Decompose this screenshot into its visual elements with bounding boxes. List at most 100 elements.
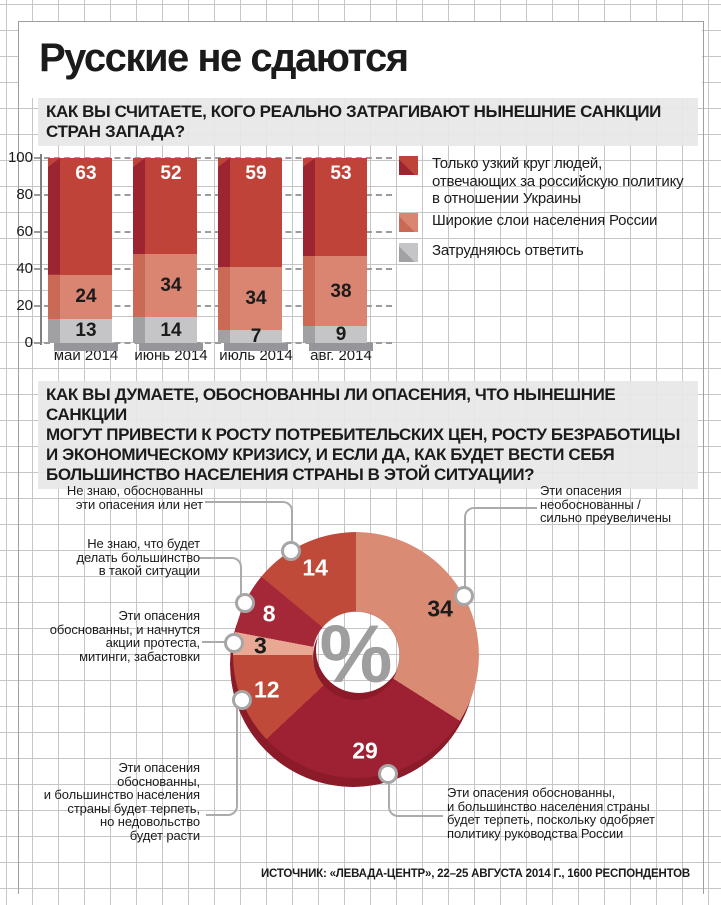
- donut-center-percent-glyph: %: [319, 609, 393, 700]
- y-axis-tick-label: 40: [16, 260, 33, 277]
- callout-tolerate-approve: Эти опасения обоснованны, и большинство н…: [447, 786, 692, 840]
- text-line: СТРАН ЗАПАДА?: [46, 122, 185, 141]
- text-line: политику руководства России: [447, 825, 624, 841]
- bar-bottom-shadow: [224, 343, 288, 351]
- callout-line-tolerate-discontent: [206, 708, 238, 816]
- bar-value-label: 52: [160, 163, 182, 184]
- source-note: ИСТОЧНИК: «ЛЕВАДА-ЦЕНТР», 22–25 АВГУСТА …: [260, 868, 690, 880]
- legend-item: Широкие слои населения России: [399, 212, 689, 232]
- bar-chart-gridline: [34, 305, 392, 307]
- x-axis-category-label: июль 2014: [219, 347, 293, 364]
- bar-segment: 34: [133, 254, 197, 318]
- bar-chart-gridline: [34, 231, 392, 233]
- text-line: КАК ВЫ СЧИТАЕТЕ, КОГО РЕАЛЬНО ЗАТРАГИВАЮ…: [46, 102, 661, 121]
- y-axis-tick-label: 20: [16, 297, 33, 314]
- text-line: в такой ситуации: [98, 563, 200, 578]
- bar-segment-3d-edge: [133, 254, 145, 318]
- text-line: Эти опасения обоснованны,: [447, 785, 616, 800]
- text-line: и большинство населения страны: [447, 798, 650, 814]
- bar-segment: 13: [48, 318, 112, 343]
- bar-segment-3d-edge: [303, 256, 315, 327]
- callout-marker-dot: [234, 592, 255, 613]
- y-axis-tick-label: 0: [24, 334, 33, 351]
- text-line: Эти опасения: [540, 483, 622, 498]
- text-line: акции протеста,: [105, 635, 201, 650]
- question-2-band: КАК ВЫ ДУМАЕТЕ, ОБОСНОВАННЫ ЛИ ОПАСЕНИЯ,…: [38, 381, 698, 489]
- legend-label: Затрудняюсь ответить: [432, 242, 584, 259]
- bar-chart-gridline: [34, 194, 392, 196]
- pie-slice-value: 14: [302, 554, 328, 581]
- bar-segment-3d-edge: [303, 158, 315, 257]
- bar-chart-gridline: [34, 268, 392, 270]
- pie-slice-value: 29: [352, 737, 378, 764]
- bar-segment: 63: [48, 158, 112, 275]
- text-line: МОГУТ ПРИВЕСТИ К РОСТУ ПОТРЕБИТЕЛЬСКИХ Ц…: [46, 425, 680, 444]
- question-1-band: КАК ВЫ СЧИТАЕТЕ, КОГО РЕАЛЬНО ЗАТРАГИВАЮ…: [38, 98, 698, 146]
- bar-value-label: 63: [75, 163, 97, 184]
- bar-value-label: 9: [335, 324, 347, 346]
- callout-marker-dot: [377, 763, 398, 784]
- legend-cube-icon: [399, 243, 418, 262]
- text-line: И ЭКОНОМИЧЕСКОМУ КРИЗИСУ, И ЕСЛИ ДА, КАК…: [46, 445, 615, 464]
- text-line: обоснованны, и начнутся: [49, 621, 200, 637]
- bar-segment: 53: [303, 158, 367, 257]
- bar-chart-gridline: [34, 342, 392, 344]
- bar-value-label: 34: [160, 275, 182, 297]
- bar-segment-3d-edge: [218, 267, 230, 331]
- y-axis-tick-label: 80: [16, 186, 33, 203]
- bar-value-label: 59: [245, 163, 267, 184]
- callout-line-tolerate-approve: [388, 783, 443, 817]
- bar-bottom-shadow: [139, 343, 203, 351]
- callout-unfounded: Эти опасения необоснованны / сильно преуве…: [540, 484, 715, 525]
- text-line: и большинство населения: [43, 787, 200, 802]
- bar-segment: 14: [133, 317, 197, 343]
- text-line: БОЛЬШИНСТВО НАСЕЛЕНИЯ СТРАНЫ В ЭТОЙ СИТУ…: [46, 465, 535, 484]
- bar-value-label: 14: [160, 319, 182, 341]
- bar-segment-3d-edge: [48, 274, 60, 319]
- legend-cube-icon: [399, 213, 418, 232]
- text-line: будет терпеть, поскольку одобряет: [447, 812, 655, 827]
- stacked-bar: 63 24 13: [48, 158, 112, 343]
- text-line: делать большинство: [76, 549, 200, 565]
- y-axis-tick-label: 60: [16, 223, 33, 240]
- bar-segment: 24: [48, 274, 112, 319]
- bar-chart-gridline: [34, 157, 392, 159]
- bar-segment-3d-edge: [303, 326, 315, 343]
- bar-segment-3d-edge: [218, 158, 230, 268]
- x-axis-category-label: авг. 2014: [310, 347, 372, 364]
- bar-value-label: 38: [330, 280, 352, 302]
- text-line: митинги, забастовки: [79, 648, 200, 664]
- legend-label: Только узкий круг людей, отвечающих за р…: [432, 155, 684, 207]
- bar-segment: 7: [218, 326, 282, 347]
- header-panel: Русские не сдаются: [19, 22, 702, 98]
- y-axis-tick-label: 100: [7, 149, 33, 166]
- bar-value-label: 7: [250, 326, 262, 347]
- x-axis-category-label: май 2014: [53, 347, 119, 364]
- bar-segment: 52: [133, 158, 197, 255]
- callout-line-no-know-what: [199, 557, 242, 595]
- bar-segment: 59: [218, 158, 282, 268]
- stacked-bar: 53 38 9: [303, 158, 367, 346]
- callout-protests: Эти опасения обоснованны, и начнутся акции…: [20, 609, 200, 663]
- stacked-bar: 52 34 14: [133, 158, 197, 343]
- bar-value-label: 34: [245, 288, 267, 310]
- x-axis-category-label: июнь 2014: [134, 347, 208, 364]
- legend-label: Широкие слои населения России: [432, 212, 658, 229]
- callout-no-know-valid: Не знаю, обоснованны эти опасения или нет: [40, 484, 203, 511]
- callout-line-unfounded: [464, 507, 537, 590]
- bar-value-label: 24: [75, 286, 97, 308]
- pie-slice-value: 12: [253, 676, 280, 703]
- legend-item: Только узкий круг людей, отвечающих за р…: [399, 155, 689, 208]
- text-line: страны будет терпеть,: [67, 800, 200, 816]
- bar-bottom-shadow: [309, 343, 373, 351]
- text-line: эти опасения или нет: [75, 496, 203, 512]
- bar-segment-3d-edge: [48, 318, 60, 343]
- callout-no-know-what: Не знаю, что будет делать большинство в та…: [40, 537, 200, 578]
- bar-segment: 38: [303, 256, 367, 327]
- text-line: но недовольство: [100, 814, 200, 829]
- callout-marker-dot: [453, 585, 474, 606]
- bar-value-label: 53: [330, 163, 352, 184]
- text-line: Эти опасения: [118, 760, 200, 775]
- bar-segment-3d-edge: [133, 317, 145, 343]
